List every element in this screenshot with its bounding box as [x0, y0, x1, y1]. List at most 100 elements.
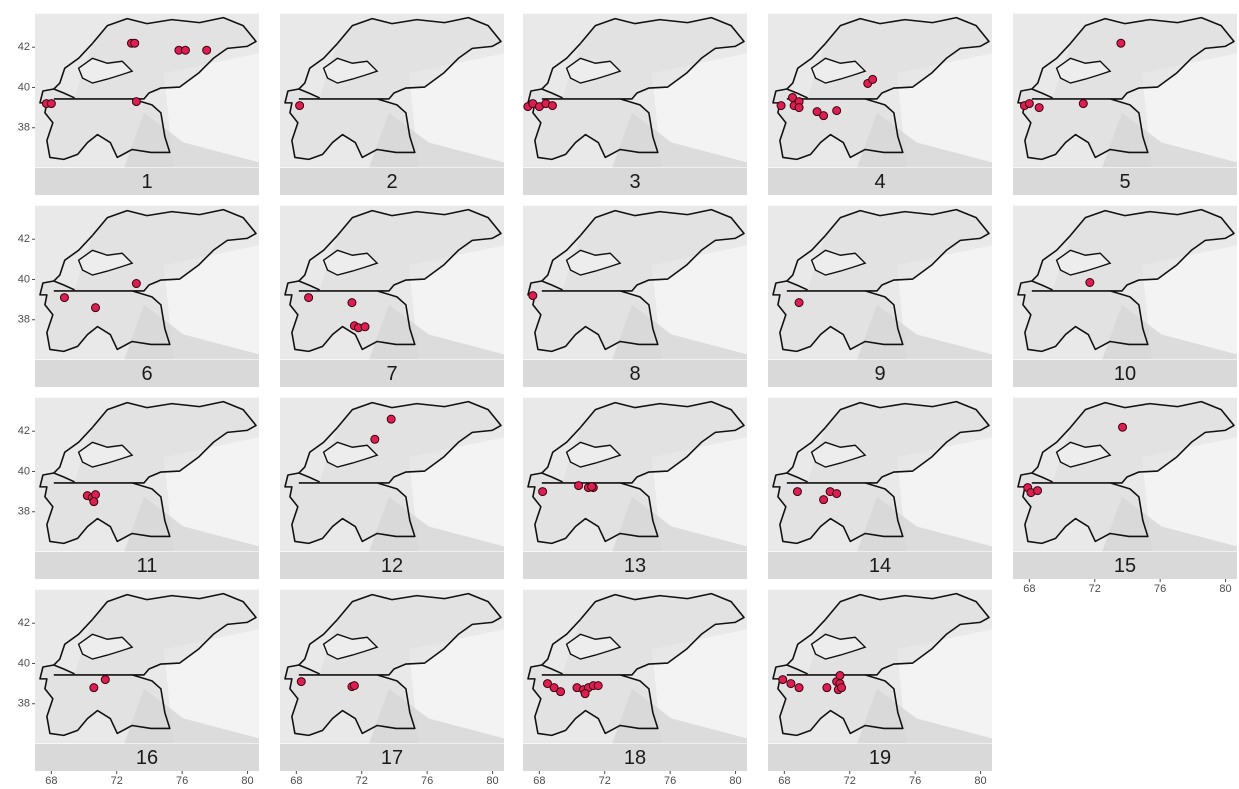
facet-label: 11 [137, 555, 158, 577]
point [297, 678, 305, 686]
point [539, 488, 547, 496]
point [793, 488, 801, 496]
facet-label: 16 [136, 747, 158, 769]
points [296, 102, 304, 110]
point [820, 112, 828, 120]
facet: 3 [523, 14, 747, 195]
facet: 1768727680 [280, 590, 504, 787]
point [90, 684, 98, 692]
page: {"chart_data": [ {"type": "scatter", "ti… [0, 0, 1239, 789]
facet: 5 [1013, 14, 1237, 195]
x-tick-label: 80 [486, 775, 498, 787]
basemap [280, 590, 504, 744]
x-tick-label: 68 [778, 775, 790, 787]
point [588, 483, 596, 491]
basemap [1013, 398, 1237, 552]
point [795, 299, 803, 307]
facet-label: 17 [381, 747, 403, 769]
basemap [1013, 206, 1237, 360]
basemap [35, 206, 259, 360]
point [1025, 100, 1033, 108]
x-tick-label: 72 [111, 775, 123, 787]
facet: 12 [280, 398, 504, 579]
point [581, 690, 589, 698]
point [350, 682, 358, 690]
facet: 13 [523, 398, 747, 579]
x-tick-label: 76 [909, 775, 921, 787]
basemap [768, 398, 992, 552]
x-tick-label: 72 [1089, 583, 1101, 595]
facet: 1568727680 [1013, 398, 1237, 595]
facet: 14 [768, 398, 992, 579]
y-tick-label: 42 [18, 617, 30, 629]
basemap [768, 206, 992, 360]
y-tick-label: 38 [18, 122, 30, 134]
point [1086, 279, 1094, 287]
facet-label: 14 [869, 555, 891, 577]
basemap [280, 206, 504, 360]
facet-label: 8 [629, 363, 640, 385]
point [371, 435, 379, 443]
point [47, 100, 55, 108]
point [1034, 487, 1042, 495]
facet-label: 19 [869, 747, 891, 769]
point [823, 684, 831, 692]
facet-label: 10 [1114, 363, 1136, 385]
point [795, 684, 803, 692]
y-tick-label: 38 [18, 506, 30, 518]
facet-label: 13 [624, 555, 646, 577]
basemap [1013, 14, 1237, 168]
point [529, 292, 537, 300]
x-tick-label: 68 [533, 775, 545, 787]
y-tick-label: 38 [18, 314, 30, 326]
point [787, 680, 795, 688]
point [833, 107, 841, 115]
points [1086, 279, 1094, 287]
point [131, 39, 139, 47]
point [203, 46, 211, 54]
y-tick-label: 42 [18, 233, 30, 245]
facet: 4 [768, 14, 992, 195]
facet: 7 [280, 206, 504, 387]
point [91, 304, 99, 312]
point [779, 676, 787, 684]
point [833, 490, 841, 498]
facet-label: 6 [141, 363, 152, 385]
y-tick-label: 42 [18, 425, 30, 437]
points [529, 292, 537, 300]
facet: 1968727680 [768, 590, 992, 787]
point [548, 102, 556, 110]
point [387, 415, 395, 423]
point [101, 676, 109, 684]
basemap [523, 590, 747, 744]
facet-label: 5 [1119, 171, 1130, 193]
point [132, 280, 140, 288]
points [795, 299, 803, 307]
facet-label: 15 [1114, 555, 1136, 577]
x-tick-label: 80 [974, 775, 986, 787]
facet: 10 [1013, 206, 1237, 387]
x-tick-label: 76 [421, 775, 433, 787]
facet: 2 [280, 14, 504, 195]
facet: 8 [523, 206, 747, 387]
facet-label: 1 [141, 171, 152, 193]
x-tick-label: 68 [1023, 583, 1035, 595]
y-tick-label: 40 [18, 657, 30, 669]
x-tick-label: 68 [290, 775, 302, 787]
y-tick-label: 40 [18, 81, 30, 93]
basemap [35, 14, 259, 168]
point [836, 672, 844, 680]
x-tick-label: 76 [1154, 583, 1166, 595]
point [1119, 423, 1127, 431]
basemap [35, 398, 259, 552]
point [90, 498, 98, 506]
basemap [523, 206, 747, 360]
point [305, 294, 313, 302]
point [777, 102, 785, 110]
facet: 1384042 [18, 14, 259, 195]
point [838, 684, 846, 692]
basemap [768, 590, 992, 744]
basemap [768, 14, 992, 168]
